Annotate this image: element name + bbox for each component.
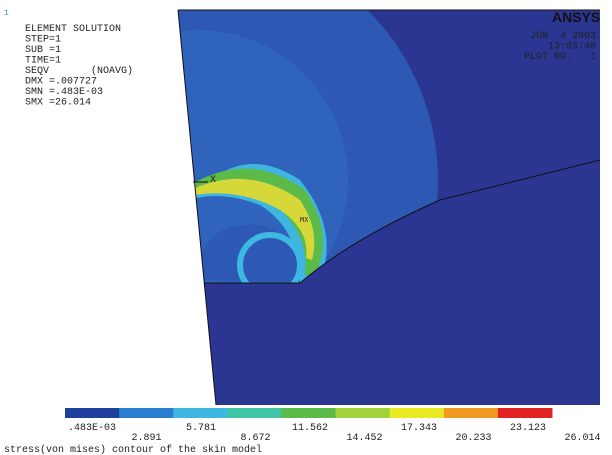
legend-swatch xyxy=(65,408,120,418)
legend-label: 14.452 xyxy=(346,433,382,444)
stamp-line: JUN 4 2003 xyxy=(530,31,596,42)
axis-label: X xyxy=(210,175,216,186)
info-line: SMN =.483E-03 xyxy=(25,87,103,98)
legend-swatch xyxy=(227,408,282,418)
window-number: 1 xyxy=(4,9,9,18)
legend-swatch xyxy=(390,408,445,418)
legend-swatch xyxy=(119,408,174,418)
legend-swatch xyxy=(173,408,228,418)
caption: stress(von mises) contour of the skin mo… xyxy=(4,444,262,455)
legend-label: 26.014 xyxy=(564,433,600,444)
info-line: DMX =.007727 xyxy=(25,77,97,88)
legend-label: 5.781 xyxy=(186,423,216,434)
legend-label: 11.562 xyxy=(292,423,328,434)
legend-label: 23.123 xyxy=(510,423,546,434)
legend-label: 2.891 xyxy=(131,433,161,444)
legend-swatch xyxy=(498,408,553,418)
legend-label: 20.233 xyxy=(455,433,491,444)
legend-label: 17.343 xyxy=(401,423,437,434)
max-marker: MX xyxy=(300,217,309,225)
logo: ANSYS xyxy=(552,9,600,25)
info-line: SEQV (NOAVG) xyxy=(25,65,133,77)
legend-swatch xyxy=(281,408,336,418)
stamp-line: 13:03:40 xyxy=(548,42,596,53)
legend-swatch xyxy=(444,408,499,418)
legend-swatch xyxy=(336,408,391,418)
legend-label: .483E-03 xyxy=(68,423,116,434)
viewport: X MX 1 ANSYS .483E-03 2.891 5.781 8.672 11.5… xyxy=(0,0,612,455)
info-line: SUB =1 xyxy=(25,45,61,56)
stamp-line: PLOT NO. 1 xyxy=(524,52,596,63)
info-line: ELEMENT SOLUTION xyxy=(25,24,121,35)
info-line: STEP=1 xyxy=(25,35,61,46)
info-line: TIME=1 xyxy=(25,56,61,67)
info-line: SMX =26.014 xyxy=(25,98,91,109)
legend-label: 8.672 xyxy=(240,433,270,444)
